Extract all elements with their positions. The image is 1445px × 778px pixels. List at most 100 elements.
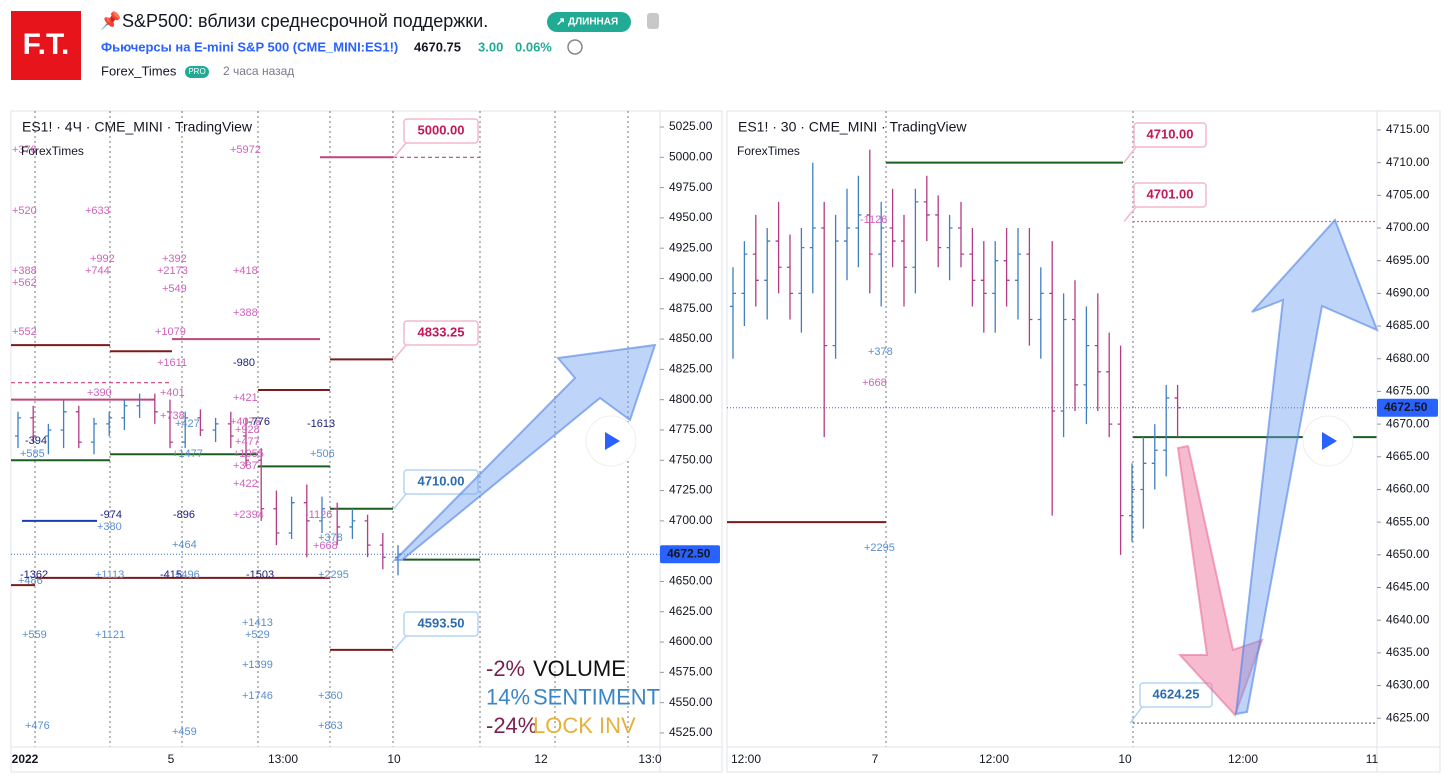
logo-text: F.T. <box>23 28 70 61</box>
annotation: +496 <box>175 569 200 581</box>
annotation: +585 <box>20 448 45 460</box>
price-tag-label: 4672.50 <box>667 546 711 560</box>
ohlc-bar <box>821 201 828 438</box>
y-tick-label: 4685.00 <box>1386 318 1430 332</box>
callout <box>1139 682 1213 708</box>
annotation: +5972 <box>230 144 261 156</box>
y-tick-label: 4710.00 <box>1386 155 1430 169</box>
stat-pct: -2% <box>486 656 525 681</box>
ohlc-bar <box>1072 280 1078 412</box>
annotation: +418 <box>233 265 258 277</box>
ohlc-bar <box>980 241 987 333</box>
ohlc-bar <box>1060 293 1067 438</box>
annotation: +421 <box>233 392 258 404</box>
annotation: +2173 <box>157 265 188 277</box>
play-icon <box>1322 432 1337 450</box>
y-tick-label: 4725.00 <box>669 483 713 497</box>
y-tick-label: 4705.00 <box>1386 187 1430 201</box>
ohlc-bar <box>935 195 942 268</box>
annotation: +928 <box>235 424 260 436</box>
y-tick-label: 4525.00 <box>669 725 713 739</box>
x-tick-label: 12:00 <box>731 752 761 766</box>
y-tick-label: 4675.00 <box>1386 384 1430 398</box>
annotation: +427 <box>175 418 200 430</box>
annotation: -980 <box>233 357 255 369</box>
y-tick-label: 4670.00 <box>1386 416 1430 430</box>
chart-frame <box>726 110 1441 773</box>
ohlc-bar <box>1094 293 1101 412</box>
callout <box>1133 182 1207 208</box>
arrow <box>1234 218 1379 716</box>
price-tag <box>660 545 720 564</box>
logo[interactable] <box>11 11 81 80</box>
y-tick-label: 4715.00 <box>1386 122 1430 136</box>
price-tag-label: 4672.50 <box>1384 400 1428 414</box>
time: 2 часа назад <box>223 64 294 78</box>
ohlc-bar <box>1015 228 1021 320</box>
y-tick-label: 4650.00 <box>1386 547 1430 561</box>
callout-label: 4701.00 <box>1147 186 1194 201</box>
ohlc-bar <box>75 405 82 449</box>
y-tick-label: 4925.00 <box>669 240 713 254</box>
ohlc-bar <box>832 214 839 359</box>
ohlc-bar <box>1026 228 1033 346</box>
ohlc-bar <box>809 162 816 294</box>
change-pct: 0.06% <box>515 39 552 54</box>
arrow <box>392 343 657 561</box>
annotation: +1746 <box>242 690 273 702</box>
ohlc-bar <box>258 448 265 521</box>
y-tick-label: 4800.00 <box>669 392 713 406</box>
ohlc-bar <box>787 234 793 320</box>
annotation: +506 <box>310 448 335 460</box>
annotation: +464 <box>172 539 197 551</box>
ohlc-bar <box>1163 384 1170 477</box>
y-tick-label: 4645.00 <box>1386 580 1430 594</box>
ohlc-bar <box>946 214 953 281</box>
annotation: +422 <box>233 478 258 490</box>
annotation: -1362 <box>20 569 48 581</box>
y-tick-label: 4640.00 <box>1386 612 1430 626</box>
ohlc-bar <box>151 393 158 424</box>
ohlc-bar <box>273 490 280 546</box>
annotation: +549 <box>162 283 187 295</box>
pro-text: PRO <box>188 67 205 76</box>
x-tick-label: 12 <box>534 752 548 766</box>
y-tick-label: 4875.00 <box>669 301 713 315</box>
ohlc-bar <box>901 214 907 307</box>
annotation: +459 <box>172 726 197 738</box>
lock-icon <box>647 13 659 29</box>
callout-pointer <box>393 142 407 158</box>
annotation: +744 <box>85 265 110 277</box>
annotation: +529 <box>245 629 270 641</box>
y-tick-label: 4690.00 <box>1386 286 1430 300</box>
callout-label: 4710.00 <box>418 473 465 488</box>
callout-label: 4710.00 <box>1147 126 1194 141</box>
badge-text: ДЛИННАЯ <box>568 17 618 28</box>
callout-pointer <box>1123 206 1137 222</box>
chart-subtitle: ForexTimes <box>737 144 800 158</box>
ohlc-bar <box>197 409 204 437</box>
ohlc-bar <box>1003 228 1010 307</box>
annotation: +1413 <box>242 617 273 629</box>
symbol[interactable]: Фьючерсы на E-mini S&P 500 (CME_MINI:ES1… <box>101 39 398 54</box>
author[interactable]: Forex_Times <box>101 63 177 78</box>
ohlc-bar <box>741 241 748 327</box>
callout-pointer <box>393 344 407 360</box>
ohlc-bar <box>319 496 325 533</box>
y-tick-label: 4775.00 <box>669 422 713 436</box>
ohlc-bar <box>866 149 873 294</box>
x-tick-label: 11 <box>1366 752 1379 766</box>
callout <box>403 469 479 495</box>
y-tick-label: 4630.00 <box>1386 678 1430 692</box>
badge <box>547 12 631 32</box>
annotation: +552 <box>12 326 37 338</box>
annotation: +392 <box>162 253 187 265</box>
callout-label: 4593.50 <box>418 615 465 630</box>
ohlc-bar <box>45 423 52 455</box>
ohlc-bar <box>288 496 295 540</box>
annotation: -1126 <box>305 509 332 521</box>
alert-icon[interactable] <box>567 39 583 55</box>
ohlc-bar <box>730 267 736 359</box>
chart-subtitle: ForexTimes <box>21 144 84 158</box>
